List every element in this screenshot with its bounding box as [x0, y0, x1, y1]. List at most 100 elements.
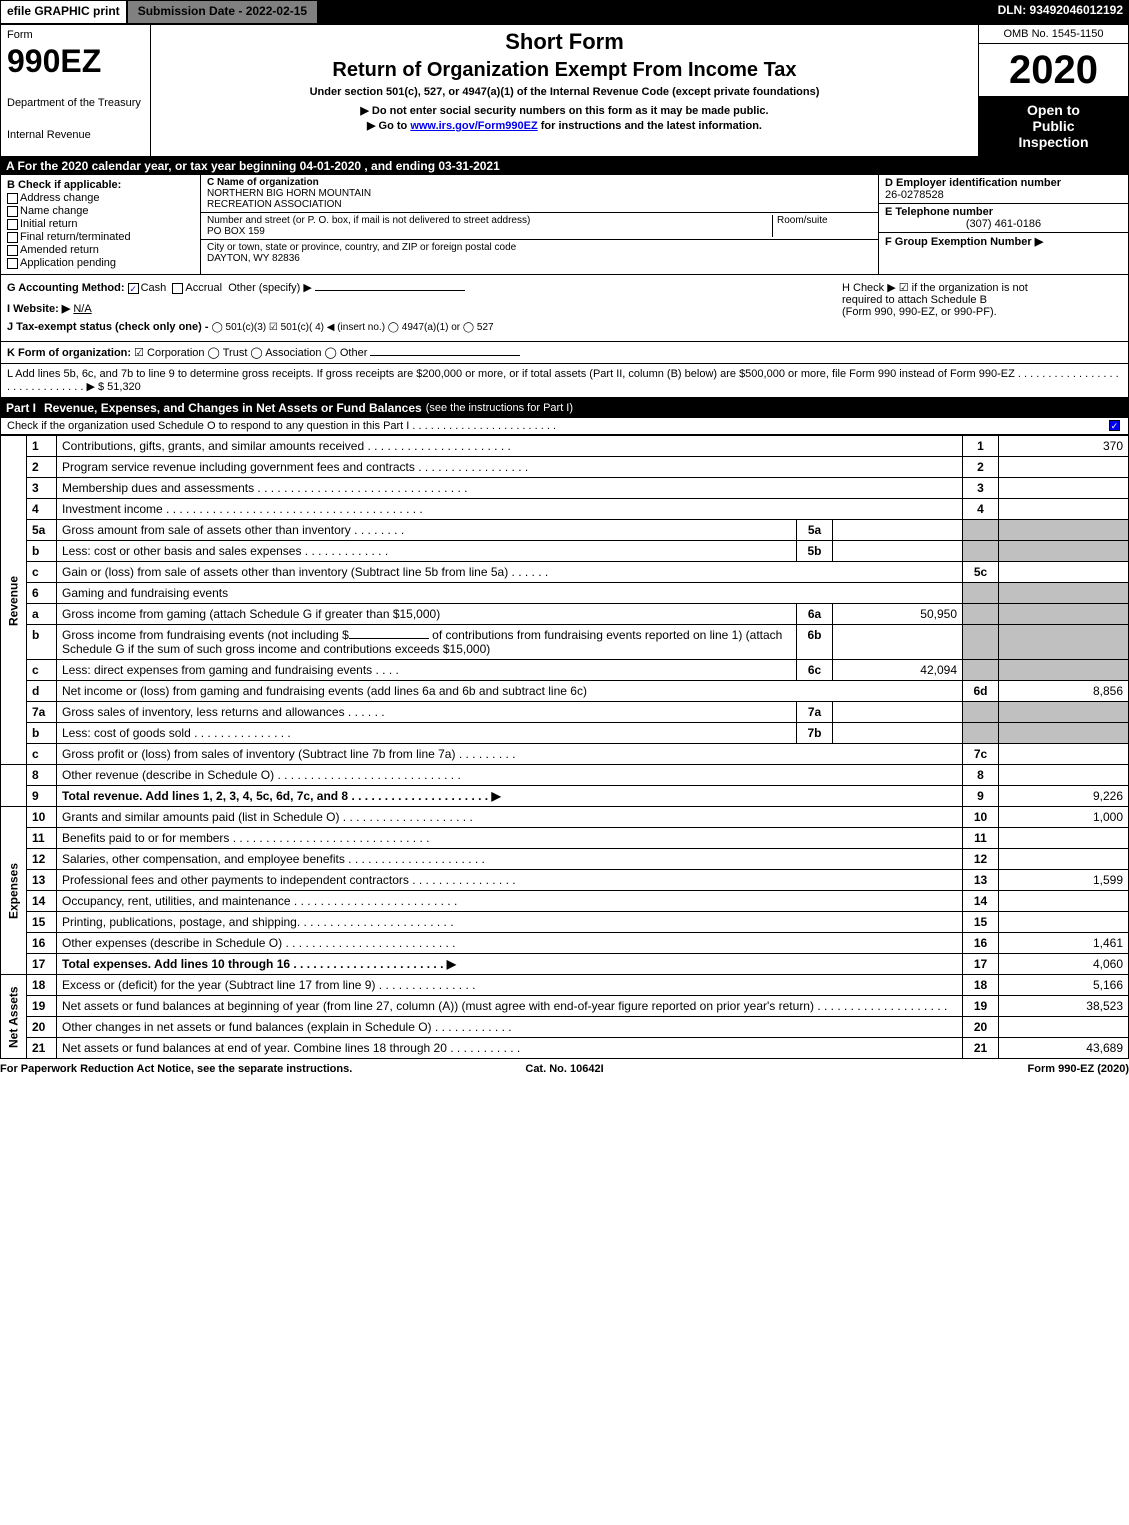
- part-i-checknote: Check if the organization used Schedule …: [0, 418, 1129, 435]
- line-21: 21 Net assets or fund balances at end of…: [1, 1038, 1129, 1059]
- footer-right: Form 990-EZ (2020): [604, 1063, 1129, 1075]
- box-c: C Name of organization NORTHERN BIG HORN…: [201, 175, 878, 274]
- part-i-sub: (see the instructions for Part I): [426, 402, 573, 414]
- box-b: B Check if applicable: Address change Na…: [1, 175, 201, 274]
- line-2: 2 Program service revenue including gove…: [1, 457, 1129, 478]
- addr-block: Number and street (or P. O. box, if mail…: [207, 215, 772, 237]
- schedule-o-check[interactable]: ✓: [1109, 420, 1120, 431]
- box-b-head: B Check if applicable:: [7, 179, 194, 191]
- line-6d: d Net income or (loss) from gaming and f…: [1, 681, 1129, 702]
- 6b-blank[interactable]: [349, 638, 429, 639]
- box-j-opts: ◯ 501(c)(3) ☑ 501(c)( 4) ◀ (insert no.) …: [212, 322, 494, 333]
- header-center: Short Form Return of Organization Exempt…: [151, 25, 978, 156]
- section-a-tax-year: A For the 2020 calendar year, or tax yea…: [0, 157, 1129, 175]
- page-footer: For Paperwork Reduction Act Notice, see …: [0, 1059, 1129, 1079]
- box-k-label: K Form of organization:: [7, 347, 131, 359]
- box-bc-row: B Check if applicable: Address change Na…: [0, 175, 1129, 275]
- line-11: 11 Benefits paid to or for members . . .…: [1, 828, 1129, 849]
- box-j: J Tax-exempt status (check only one) - ◯…: [7, 321, 1122, 333]
- box-k: K Form of organization: ☑ Corporation ◯ …: [0, 342, 1129, 364]
- goto-link[interactable]: www.irs.gov/Form990EZ: [410, 120, 537, 132]
- cb-initial-return[interactable]: Initial return: [7, 218, 194, 230]
- return-title: Return of Organization Exempt From Incom…: [159, 59, 970, 82]
- box-e-label: E Telephone number: [885, 206, 1122, 218]
- lines-table: Revenue 1 Contributions, gifts, grants, …: [0, 435, 1129, 1059]
- vlabel-expenses: Expenses: [1, 807, 27, 975]
- line-12: 12 Salaries, other compensation, and emp…: [1, 849, 1129, 870]
- addr-val: PO BOX 159: [207, 226, 772, 237]
- line-6: 6 Gaming and fundraising events: [1, 583, 1129, 604]
- line-8: 8 Other revenue (describe in Schedule O)…: [1, 765, 1129, 786]
- top-bar: efile GRAPHIC print Submission Date - 20…: [0, 0, 1129, 24]
- open-line3: Inspection: [979, 134, 1128, 150]
- box-j-label: J Tax-exempt status (check only one) -: [7, 321, 212, 333]
- box-c-city: City or town, state or province, country…: [201, 240, 878, 266]
- line-18: Net Assets 18 Excess or (deficit) for th…: [1, 975, 1129, 996]
- phone-val: (307) 461-0186: [885, 218, 1122, 230]
- open-line2: Public: [979, 118, 1128, 134]
- box-h-line1: H Check ▶ ☑ if the organization is not: [842, 281, 1122, 294]
- form-label: Form: [7, 29, 144, 41]
- addr-label: Number and street (or P. O. box, if mail…: [207, 215, 772, 226]
- box-k-opts: ☑ Corporation ◯ Trust ◯ Association ◯ Ot…: [134, 347, 367, 359]
- box-c-name: C Name of organization NORTHERN BIG HORN…: [201, 175, 878, 213]
- box-l: L Add lines 5b, 6c, and 7b to line 9 to …: [0, 364, 1129, 398]
- line-10: Expenses 10 Grants and similar amounts p…: [1, 807, 1129, 828]
- box-c-label: C Name of organization: [207, 177, 872, 188]
- org-name-2: RECREATION ASSOCIATION: [207, 199, 872, 210]
- other-specify: Other (specify) ▶: [228, 282, 312, 294]
- line-13: 13 Professional fees and other payments …: [1, 870, 1129, 891]
- open-line1: Open to: [979, 102, 1128, 118]
- line-15: 15 Printing, publications, postage, and …: [1, 912, 1129, 933]
- box-k-other-line[interactable]: [370, 355, 520, 356]
- goto-line: ▶ Go to www.irs.gov/Form990EZ for instru…: [159, 119, 970, 132]
- ssn-note: ▶ Do not enter social security numbers o…: [159, 104, 970, 117]
- checknote-text: Check if the organization used Schedule …: [7, 420, 1109, 432]
- line-16: 16 Other expenses (describe in Schedule …: [1, 933, 1129, 954]
- box-f-label: F Group Exemption Number ▶: [885, 236, 1043, 248]
- footer-left: For Paperwork Reduction Act Notice, see …: [0, 1063, 525, 1075]
- efile-label: efile GRAPHIC print: [0, 0, 127, 24]
- goto-post: for instructions and the latest informat…: [538, 120, 762, 132]
- line-5b: b Less: cost or other basis and sales ex…: [1, 541, 1129, 562]
- cb-application-pending[interactable]: Application pending: [7, 257, 194, 269]
- line-6a: a Gross income from gaming (attach Sched…: [1, 604, 1129, 625]
- tax-year: 2020: [979, 44, 1128, 96]
- box-f: F Group Exemption Number ▶: [879, 233, 1128, 250]
- vlabel-revenue: Revenue: [1, 436, 27, 765]
- dept-irs: Internal Revenue: [7, 129, 144, 141]
- part-i-header: Part I Revenue, Expenses, and Changes in…: [0, 398, 1129, 418]
- ein-val: 26-0278528: [885, 189, 1122, 201]
- cb-name-change[interactable]: Name change: [7, 205, 194, 217]
- box-h-line3: (Form 990, 990-EZ, or 990-PF).: [842, 306, 1122, 318]
- box-h: H Check ▶ ☑ if the organization is not r…: [842, 281, 1122, 318]
- box-ghij: H Check ▶ ☑ if the organization is not r…: [0, 275, 1129, 342]
- line-19: 19 Net assets or fund balances at beginn…: [1, 996, 1129, 1017]
- box-i-label: I Website: ▶: [7, 303, 70, 315]
- header-left: Form 990EZ Department of the Treasury In…: [1, 25, 151, 156]
- website-val: N/A: [73, 303, 91, 315]
- cb-accrual[interactable]: [172, 283, 183, 294]
- open-to-public: Open to Public Inspection: [979, 96, 1128, 156]
- part-i-title: Revenue, Expenses, and Changes in Net As…: [44, 401, 422, 415]
- footer-center: Cat. No. 10642I: [525, 1063, 603, 1075]
- cb-amended-return[interactable]: Amended return: [7, 244, 194, 256]
- form-number: 990EZ: [7, 45, 144, 77]
- cb-address-change[interactable]: Address change: [7, 192, 194, 204]
- other-specify-line[interactable]: [315, 290, 465, 291]
- short-form-title: Short Form: [159, 29, 970, 55]
- cb-cash[interactable]: ✓: [128, 283, 139, 294]
- line-4: 4 Investment income . . . . . . . . . . …: [1, 499, 1129, 520]
- box-d: D Employer identification number 26-0278…: [879, 175, 1128, 204]
- line-5c: c Gain or (loss) from sale of assets oth…: [1, 562, 1129, 583]
- cb-final-return[interactable]: Final return/terminated: [7, 231, 194, 243]
- line-7c: c Gross profit or (loss) from sales of i…: [1, 744, 1129, 765]
- box-g-label: G Accounting Method:: [7, 282, 125, 294]
- box-e: E Telephone number (307) 461-0186: [879, 204, 1128, 233]
- part-i-label: Part I: [6, 401, 36, 415]
- line-1: Revenue 1 Contributions, gifts, grants, …: [1, 436, 1129, 457]
- line-6b: b Gross income from fundraising events (…: [1, 625, 1129, 660]
- topbar-spacer: [318, 0, 991, 24]
- under-section: Under section 501(c), 527, or 4947(a)(1)…: [159, 86, 970, 98]
- box-h-line2: required to attach Schedule B: [842, 294, 1122, 306]
